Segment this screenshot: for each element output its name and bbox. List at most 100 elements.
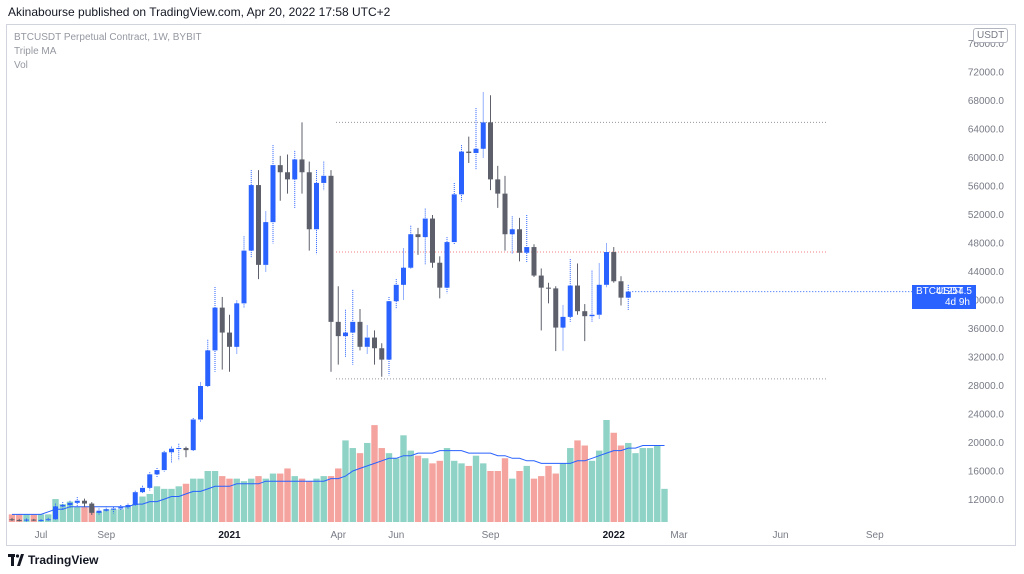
candle-body	[234, 303, 240, 347]
volume-bar	[465, 465, 472, 522]
volume-bar	[240, 481, 248, 522]
volume-bar	[378, 448, 385, 522]
candle-body	[16, 519, 22, 521]
candle-body	[183, 447, 189, 451]
candle-body	[125, 504, 131, 508]
volume-bar	[23, 514, 30, 522]
candle-body	[560, 316, 566, 328]
symbol-line[interactable]: BTCUSDT Perpetual Contract, 1W, BYBIT	[14, 32, 202, 43]
publisher-line: Akinabourse published on TradingView.com…	[8, 5, 391, 19]
volume-bar	[248, 478, 255, 522]
volume-bar	[153, 486, 161, 522]
volume-bar	[436, 460, 443, 522]
candle-body	[82, 500, 87, 504]
volume-bar	[190, 478, 197, 522]
candle-body	[132, 492, 138, 505]
candle-body	[103, 509, 109, 511]
candle-body	[161, 452, 167, 471]
candle-body	[488, 122, 493, 180]
volume-bar	[211, 471, 219, 522]
x-tick-label: 2022	[603, 530, 626, 541]
volume-bar	[313, 478, 320, 522]
volume-bar	[646, 448, 654, 522]
x-tick-label: Jul	[35, 530, 48, 541]
tradingview-logo-icon	[8, 554, 24, 566]
candle-body	[459, 151, 464, 195]
volume-bar	[197, 478, 204, 522]
candle-body	[495, 179, 501, 194]
candle-body	[118, 507, 124, 509]
candle-body	[256, 185, 261, 265]
volume-bar	[538, 476, 545, 522]
volume-bar	[581, 445, 588, 522]
volume-bar	[588, 460, 596, 522]
candle-body	[205, 350, 211, 386]
candle-body	[437, 262, 443, 288]
footer-brand: TradingView	[28, 553, 99, 567]
volume-bar	[617, 445, 625, 522]
volume-bar	[291, 476, 298, 522]
chart-frame	[6, 24, 1016, 546]
volume-bar	[364, 442, 371, 522]
volume-bar	[632, 453, 639, 522]
volume-bar	[327, 476, 335, 522]
candle-body	[386, 301, 392, 360]
volume-bar	[168, 488, 175, 522]
volume-bar	[480, 463, 487, 522]
candle-body	[212, 307, 218, 351]
volume-bar	[81, 506, 88, 522]
candle-body	[611, 252, 617, 282]
x-tick-label: Jun	[388, 530, 404, 541]
candle-body	[270, 165, 276, 223]
candle-body	[89, 503, 95, 513]
candle-body	[241, 250, 247, 304]
x-tick-label: Mar	[670, 530, 688, 541]
volume-bar	[393, 458, 400, 522]
volume-bar	[95, 511, 103, 522]
candle-body	[147, 474, 153, 488]
y-tick-label: 12000.0	[968, 495, 1005, 506]
vol-label[interactable]: Vol	[14, 60, 28, 71]
volume-bar	[639, 448, 646, 522]
tradingview-footer[interactable]: TradingView	[8, 553, 98, 567]
triple-ma-label[interactable]: Triple MA	[14, 46, 57, 57]
volume-bar	[654, 445, 661, 522]
volume-bar	[146, 493, 153, 522]
volume-bar	[139, 496, 146, 522]
chart-legend: BTCUSDT Perpetual Contract, 1W, BYBIT Tr…	[14, 31, 202, 73]
candle-body	[60, 504, 66, 507]
candle-body	[618, 281, 624, 298]
volume-bar	[219, 476, 226, 522]
candle-body	[74, 500, 80, 503]
candle-body	[111, 508, 116, 510]
candle-body	[198, 386, 203, 420]
candle-body	[625, 291, 631, 298]
candle-body	[53, 506, 58, 520]
volume-bar	[226, 478, 233, 522]
candle-body	[350, 321, 356, 333]
candle-body	[227, 332, 232, 347]
volume-bar	[523, 465, 530, 522]
volume-bar	[66, 501, 74, 522]
y-tick-label: 72000.0	[968, 68, 1005, 79]
currency-label[interactable]: USDT	[973, 28, 1009, 43]
candle-body	[263, 222, 269, 265]
y-tick-label: 52000.0	[968, 210, 1005, 221]
volume-bar	[574, 440, 581, 522]
candle-body	[524, 247, 530, 253]
volume-bar	[204, 471, 211, 522]
volume-bar	[516, 471, 523, 522]
candle-body	[553, 288, 559, 328]
y-tick-label: 20000.0	[968, 438, 1005, 449]
volume-bar	[175, 486, 182, 522]
candle-body	[292, 159, 298, 180]
volume-bar	[59, 504, 66, 522]
candle-body	[408, 234, 414, 268]
y-tick-label: 28000.0	[968, 381, 1005, 392]
candle-body	[285, 172, 290, 180]
candle-body	[190, 419, 196, 451]
volume-bar	[509, 478, 516, 522]
candle-body	[219, 307, 225, 333]
volume-bar	[559, 463, 567, 522]
